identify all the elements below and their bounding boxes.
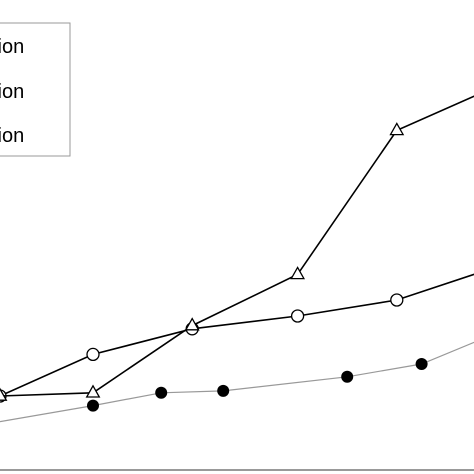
data-point-open-circle-1	[86, 347, 100, 362]
data-point-open-triangle-0	[0, 387, 8, 401]
legend-box	[0, 22, 71, 157]
data-point-open-circle-4	[390, 293, 404, 307]
data-point-open-triangle-4	[389, 122, 405, 136]
data-point-open-triangle-1	[85, 384, 101, 398]
series-line-open-triangle	[0, 95, 474, 397]
legend-label-filled-circle: tion	[0, 125, 24, 147]
data-point-open-triangle-3	[290, 266, 306, 280]
data-point-open-triangle-2	[184, 317, 200, 331]
legend: tion tion tion	[0, 22, 71, 157]
data-point-filled-circle-2	[155, 386, 168, 399]
data-point-open-circle-3	[290, 309, 305, 323]
data-point-filled-circle-5	[415, 358, 428, 370]
legend-label-open-circle: tion	[0, 36, 24, 58]
series-line-filled-circle	[0, 341, 474, 423]
legend-label-open-triangle: tion	[0, 81, 24, 103]
data-point-filled-circle-3	[217, 384, 230, 397]
series-line-open-circle	[0, 273, 474, 397]
data-point-filled-circle-4	[341, 370, 354, 383]
data-point-filled-circle-1	[87, 399, 99, 412]
series-layer	[0, 95, 474, 423]
